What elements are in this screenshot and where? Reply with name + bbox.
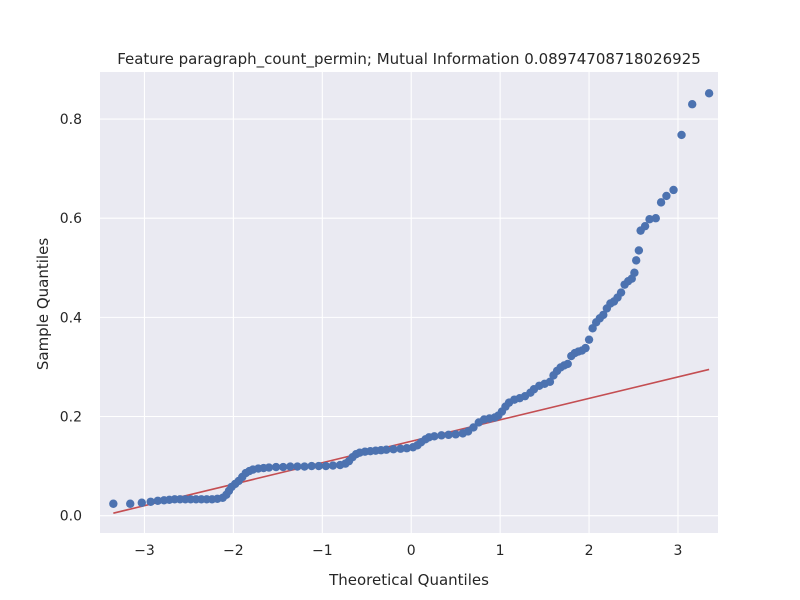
data-points: [109, 89, 714, 508]
x-tick-label: 2: [585, 543, 594, 559]
data-point: [469, 423, 478, 432]
data-point: [631, 256, 641, 265]
data-point: [389, 445, 398, 454]
data-point: [137, 498, 146, 507]
y-tick-label: 0.6: [60, 211, 82, 227]
x-axis-label: Theoretical Quantiles: [328, 571, 489, 589]
data-point: [581, 343, 590, 353]
y-axis-label: Sample Quantiles: [34, 238, 52, 370]
data-point: [153, 496, 162, 505]
data-point: [563, 359, 572, 369]
x-tick-label: −3: [134, 543, 155, 559]
data-point: [286, 462, 295, 471]
data-point: [651, 214, 660, 223]
data-point: [630, 268, 639, 277]
x-tick-label: 1: [496, 543, 505, 559]
data-point: [545, 377, 555, 387]
plot-area: [100, 72, 718, 533]
data-point: [669, 185, 678, 195]
data-point: [264, 463, 274, 472]
data-point: [278, 462, 288, 472]
reference-line-layer: [113, 368, 710, 514]
data-point: [444, 430, 453, 440]
data-point: [656, 198, 666, 207]
data-point: [677, 130, 686, 140]
y-tick-label: 0.0: [60, 509, 82, 525]
data-point: [109, 499, 118, 508]
data-point: [430, 432, 439, 441]
data-point: [437, 431, 446, 440]
data-point: [704, 89, 714, 98]
data-point: [616, 288, 626, 297]
data-point: [146, 497, 155, 506]
y-tick-label: 0.2: [60, 410, 82, 426]
x-tick-label: 0: [407, 543, 416, 559]
data-point: [640, 221, 650, 231]
data-point: [584, 335, 594, 344]
x-tick-label: −2: [223, 543, 244, 559]
data-point: [451, 430, 460, 439]
data-point: [300, 462, 309, 471]
data-point: [314, 461, 323, 471]
data-point: [634, 246, 644, 255]
data-point: [688, 100, 697, 109]
data-point: [321, 461, 331, 471]
data-point: [126, 499, 135, 508]
y-tick-label: 0.4: [60, 310, 82, 326]
x-tick-label: −1: [312, 543, 333, 559]
data-point: [599, 310, 608, 320]
data-point: [293, 462, 302, 471]
chart-title: Feature paragraph_count_permin; Mutual I…: [117, 50, 701, 69]
data-point: [382, 445, 391, 454]
grid-lines: [100, 72, 718, 533]
data-point: [402, 444, 411, 453]
data-point: [396, 444, 405, 453]
data-point: [662, 191, 671, 201]
data-point: [271, 462, 281, 472]
data-point: [645, 215, 654, 224]
y-tick-label: 0.8: [60, 112, 82, 128]
data-point: [307, 461, 316, 471]
tick-labels: −3 −2 −1 0 1 2 3 0.0 0.2 0.4 0.6 0.8: [60, 112, 683, 559]
reference-line: [113, 368, 710, 514]
x-tick-label: 3: [674, 543, 683, 559]
data-point: [328, 461, 338, 470]
